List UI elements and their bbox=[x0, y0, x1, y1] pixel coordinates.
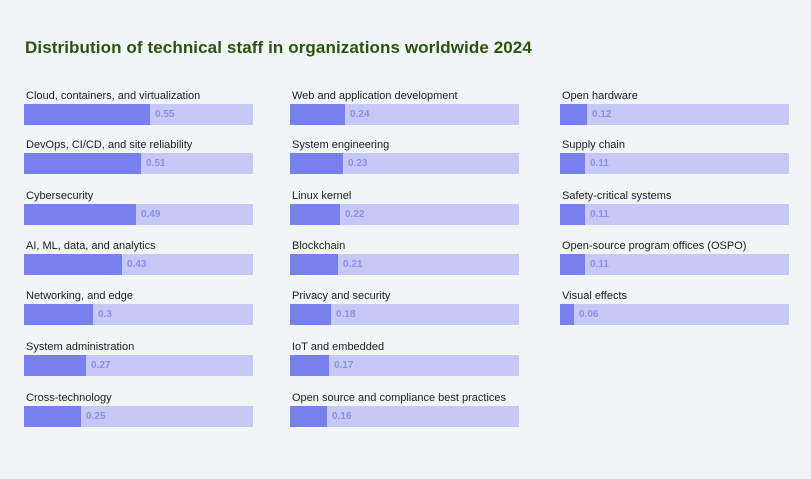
bar-track: 0.16 bbox=[290, 406, 519, 427]
category-label: System engineering bbox=[292, 139, 390, 151]
data-label: 0.23 bbox=[348, 158, 368, 169]
category-label: Supply chain bbox=[562, 139, 625, 151]
category-label: AI, ML, data, and analytics bbox=[26, 240, 156, 252]
category-label: Open source and compliance best practice… bbox=[292, 392, 507, 404]
bar bbox=[24, 406, 81, 427]
category-label: Open hardware bbox=[562, 90, 638, 102]
bar-track: 0.43 bbox=[24, 254, 253, 275]
bar-item: Open hardware 0.12 bbox=[560, 90, 789, 126]
bar-track: 0.11 bbox=[560, 254, 789, 275]
bar bbox=[24, 153, 141, 174]
data-label: 0.17 bbox=[334, 360, 354, 371]
bar bbox=[560, 204, 585, 225]
category-label: Linux kernel bbox=[292, 190, 352, 202]
bar-item: DevOps, CI/CD, and site reliability 0.51 bbox=[24, 139, 253, 175]
category-label: System administration bbox=[26, 341, 135, 353]
bar-track: 0.49 bbox=[24, 204, 253, 225]
data-label: 0.12 bbox=[592, 109, 612, 120]
bar-track: 0.3 bbox=[24, 304, 253, 325]
category-label: Open-source program offices (OSPO) bbox=[562, 240, 747, 252]
bar-item: System engineering 0.23 bbox=[290, 139, 519, 175]
bar bbox=[560, 304, 574, 325]
data-label: 0.18 bbox=[336, 309, 356, 320]
bar bbox=[290, 204, 340, 225]
bar bbox=[290, 104, 345, 125]
bar-track: 0.18 bbox=[290, 304, 519, 325]
bar-item: Safety-critical systems 0.11 bbox=[560, 190, 789, 226]
category-label: IoT and embedded bbox=[292, 341, 385, 353]
category-label: Privacy and security bbox=[292, 290, 391, 302]
bar-item: System administration 0.27 bbox=[24, 341, 253, 377]
bar bbox=[24, 304, 93, 325]
category-label: Blockchain bbox=[292, 240, 346, 252]
bar-track: 0.51 bbox=[24, 153, 253, 174]
data-label: 0.27 bbox=[91, 360, 111, 371]
bar-track: 0.22 bbox=[290, 204, 519, 225]
bar bbox=[290, 406, 327, 427]
bar-track: 0.21 bbox=[290, 254, 519, 275]
bar-item: AI, ML, data, and analytics 0.43 bbox=[24, 240, 253, 276]
bar-track: 0.11 bbox=[560, 204, 789, 225]
bar-item: Visual effects 0.06 bbox=[560, 290, 789, 326]
data-label: 0.21 bbox=[343, 259, 363, 270]
data-label: 0.06 bbox=[579, 309, 599, 320]
bar-track: 0.27 bbox=[24, 355, 253, 376]
data-label: 0.11 bbox=[590, 158, 609, 169]
bar-track: 0.24 bbox=[290, 104, 519, 125]
bar-item: IoT and embedded 0.17 bbox=[290, 341, 519, 377]
bar-track: 0.17 bbox=[290, 355, 519, 376]
bar-track: 0.25 bbox=[24, 406, 253, 427]
bar-item: Cross-technology 0.25 bbox=[24, 392, 253, 428]
data-label: 0.51 bbox=[146, 158, 166, 169]
bar bbox=[560, 254, 585, 275]
bar-item: Web and application development 0.24 bbox=[290, 90, 519, 126]
bar-track: 0.06 bbox=[560, 304, 789, 325]
bar bbox=[24, 254, 122, 275]
bar bbox=[24, 104, 150, 125]
data-label: 0.11 bbox=[590, 209, 609, 220]
data-label: 0.25 bbox=[86, 411, 106, 422]
bar bbox=[290, 355, 329, 376]
data-label: 0.11 bbox=[590, 259, 609, 270]
chart-title: Distribution of technical staff in organ… bbox=[25, 38, 532, 57]
bar-track: 0.55 bbox=[24, 104, 253, 125]
bar-item: Open-source program offices (OSPO) 0.11 bbox=[560, 240, 789, 276]
category-label: Safety-critical systems bbox=[562, 190, 672, 202]
category-label: Cloud, containers, and virtualization bbox=[26, 90, 201, 102]
bar bbox=[24, 204, 136, 225]
bar-item: Supply chain 0.11 bbox=[560, 139, 789, 175]
bar bbox=[560, 153, 585, 174]
bar-item: Privacy and security 0.18 bbox=[290, 290, 519, 326]
bar bbox=[290, 153, 343, 174]
data-label: 0.43 bbox=[127, 259, 147, 270]
category-label: Cybersecurity bbox=[26, 190, 94, 202]
bar bbox=[290, 254, 338, 275]
category-label: DevOps, CI/CD, and site reliability bbox=[26, 139, 193, 151]
bar-item: Cybersecurity 0.49 bbox=[24, 190, 253, 226]
data-label: 0.16 bbox=[332, 411, 352, 422]
bar bbox=[560, 104, 587, 125]
bar bbox=[290, 304, 331, 325]
bar bbox=[24, 355, 86, 376]
data-label: 0.22 bbox=[345, 209, 365, 220]
data-label: 0.3 bbox=[98, 309, 112, 320]
bar-item: Linux kernel 0.22 bbox=[290, 190, 519, 226]
data-label: 0.49 bbox=[141, 209, 161, 220]
bar-track: 0.11 bbox=[560, 153, 789, 174]
bar-item: Networking, and edge 0.3 bbox=[24, 290, 253, 326]
bar-item: Blockchain 0.21 bbox=[290, 240, 519, 276]
bar-item: Cloud, containers, and virtualization 0.5… bbox=[24, 90, 253, 126]
category-label: Cross-technology bbox=[26, 392, 112, 404]
category-label: Visual effects bbox=[562, 290, 628, 302]
bar-track: 0.12 bbox=[560, 104, 789, 125]
data-label: 0.55 bbox=[155, 109, 175, 120]
category-label: Web and application development bbox=[292, 90, 458, 102]
bar-item: Open source and compliance best practice… bbox=[290, 392, 519, 428]
category-label: Networking, and edge bbox=[26, 290, 134, 302]
bar-track: 0.23 bbox=[290, 153, 519, 174]
data-label: 0.24 bbox=[350, 109, 370, 120]
